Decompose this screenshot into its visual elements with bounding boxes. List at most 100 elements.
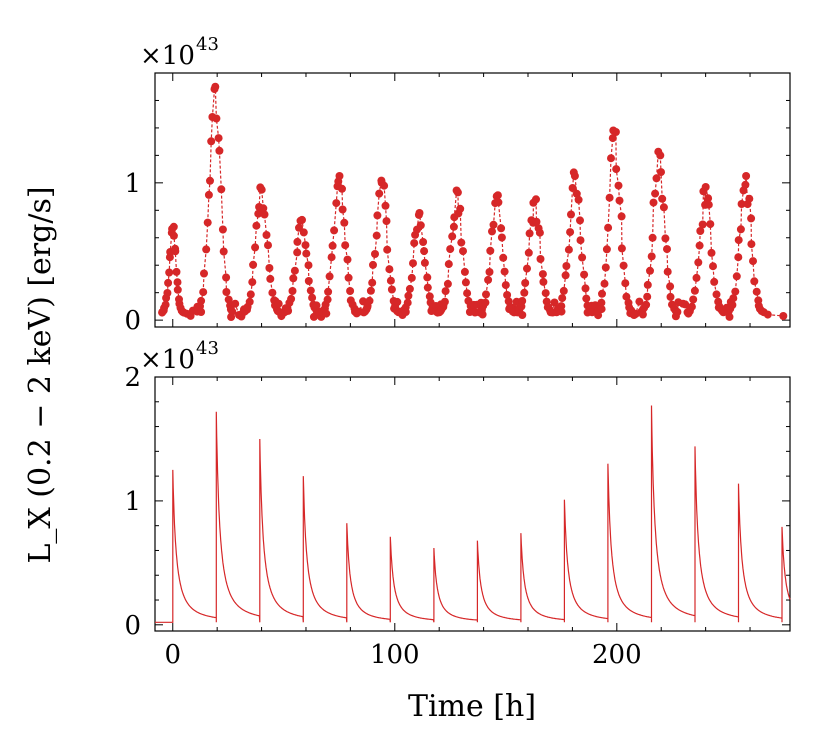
observation-point — [503, 291, 512, 299]
top-panel-series — [158, 82, 788, 321]
observation-point — [301, 241, 310, 250]
y-tick-label: 2 — [124, 363, 141, 393]
top-offset-label: ×10 43 — [140, 34, 219, 71]
observation-point — [288, 287, 297, 295]
observation-point — [173, 285, 182, 294]
observation-point — [304, 261, 313, 270]
bottom-panel: 0 100 200 0 1 2 ×10 43 — [124, 338, 791, 670]
observation-point — [420, 247, 429, 256]
observation-point — [535, 228, 544, 237]
observation-point — [568, 184, 577, 192]
observation-point — [497, 224, 506, 233]
observation-point — [461, 278, 470, 287]
observation-point — [290, 266, 299, 275]
observation-point — [264, 241, 272, 250]
observation-point — [222, 288, 231, 296]
observation-point — [538, 270, 547, 279]
observation-point — [335, 172, 344, 180]
observation-point — [646, 266, 654, 275]
observation-point — [710, 277, 719, 286]
top-offset-exponent: 43 — [196, 34, 219, 55]
observation-point — [562, 262, 571, 270]
y-axis-label-text: L_X (0.2 − 2 keV) [erg/s] — [23, 186, 58, 563]
observation-point — [327, 253, 336, 262]
observation-point — [383, 245, 392, 254]
top-panel: 01 ×10 43 — [124, 34, 791, 336]
observation-point — [204, 190, 213, 199]
observation-point — [742, 172, 751, 180]
x-tick-label: 0 — [164, 640, 181, 670]
observation-point — [423, 273, 432, 282]
observation-point — [779, 312, 788, 320]
observation-point — [729, 294, 738, 303]
observation-point — [459, 247, 467, 256]
observation-point — [252, 221, 261, 230]
observation-point — [324, 287, 333, 296]
observation-point — [642, 300, 651, 309]
observation-point — [559, 286, 568, 295]
observation-point — [608, 134, 617, 143]
observation-point — [444, 260, 453, 269]
observation-point — [202, 245, 211, 254]
x-tick-label: 200 — [592, 640, 642, 670]
observation-point — [752, 287, 761, 296]
observation-point — [419, 238, 428, 246]
observation-point — [372, 231, 381, 240]
observation-point — [615, 196, 624, 205]
observation-point — [302, 249, 311, 258]
bottom-panel-ticks: 0 100 200 0 1 2 — [124, 363, 790, 670]
observation-point — [614, 181, 623, 190]
model-light-curve — [155, 405, 791, 623]
observation-point — [312, 301, 321, 310]
observation-point — [249, 260, 258, 269]
observation-point — [449, 222, 458, 231]
observation-point — [673, 308, 682, 316]
observation-point — [681, 300, 690, 309]
observation-point — [265, 264, 274, 272]
observation-point — [698, 220, 707, 229]
observation-point — [499, 253, 508, 262]
observation-point — [582, 294, 591, 303]
observation-point — [164, 278, 173, 287]
x-tick-label: 100 — [370, 640, 420, 670]
observation-point — [558, 294, 567, 303]
observation-point — [485, 268, 494, 276]
observation-point — [619, 261, 628, 270]
observation-point — [574, 195, 583, 204]
observation-point — [163, 289, 172, 297]
observation-point — [293, 237, 302, 246]
observation-point — [165, 268, 174, 277]
observation-point — [622, 292, 631, 301]
observation-point — [706, 220, 715, 229]
observation-point — [448, 232, 457, 241]
observation-point — [322, 309, 331, 318]
observation-point — [576, 216, 584, 225]
observation-point — [661, 234, 670, 243]
observation-point — [692, 273, 701, 282]
observation-point — [407, 273, 416, 282]
observation-point — [602, 245, 611, 254]
observation-point — [524, 248, 533, 257]
observation-point — [401, 308, 410, 316]
observation-point — [648, 233, 657, 242]
observation-point — [566, 228, 575, 237]
observation-point — [245, 297, 254, 306]
observation-point — [489, 220, 498, 229]
observation-point — [197, 308, 206, 316]
observation-point — [169, 222, 178, 231]
observation-point — [257, 185, 266, 194]
top-panel-ticks: 01 — [124, 72, 790, 336]
observation-point — [695, 241, 704, 250]
observation-point — [456, 204, 465, 213]
observation-point — [415, 209, 424, 217]
observation-point — [518, 297, 527, 305]
observation-point — [712, 290, 721, 299]
y-tick-label: 0 — [124, 611, 141, 641]
observation-point — [171, 247, 180, 256]
observation-point — [696, 227, 705, 235]
observation-point — [643, 280, 652, 289]
observation-point — [731, 287, 740, 296]
observation-point — [732, 272, 741, 281]
observation-point — [734, 236, 743, 245]
